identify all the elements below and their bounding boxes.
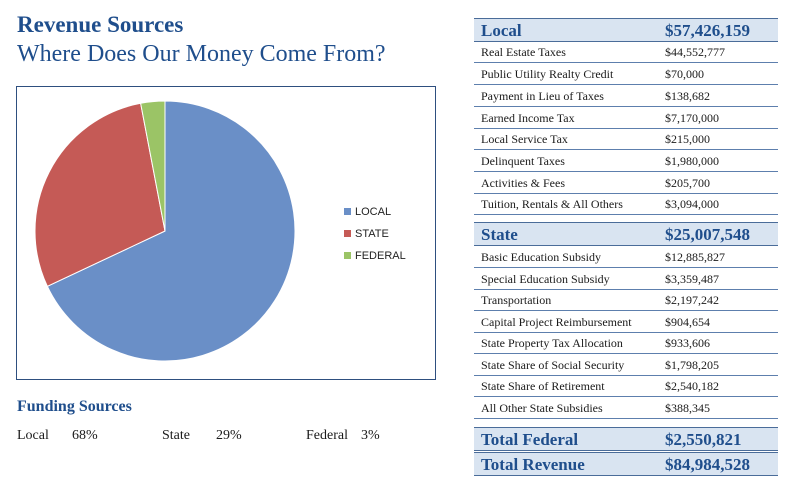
total-revenue-value: $84,984,528: [665, 455, 750, 474]
table-row: Delinquent Taxes $1,980,000: [474, 150, 778, 172]
table-row: Payment in Lieu of Taxes $138,682: [474, 85, 778, 107]
row-label: Delinquent Taxes: [481, 154, 565, 168]
table-row: Public Utility Realty Credit $70,000: [474, 63, 778, 85]
table-row: All Other State Subsidies $388,345: [474, 397, 778, 419]
row-label: State Property Tax Allocation: [481, 336, 623, 350]
row-label: Earned Income Tax: [481, 111, 575, 125]
funding-pct-local: 68%: [72, 428, 98, 443]
row-value: $44,552,777: [665, 45, 725, 59]
total-federal-header: Total Federal $2,550,821: [474, 427, 778, 451]
page-subtitle: Where Does Our Money Come From?: [17, 41, 386, 67]
row-label: Local Service Tax: [481, 132, 568, 146]
row-value: $70,000: [665, 67, 704, 81]
row-value: $1,980,000: [665, 154, 719, 168]
legend-label-state: STATE: [355, 228, 389, 240]
row-value: $2,540,182: [665, 379, 719, 393]
legend-swatch-local: [344, 208, 351, 215]
state-header: State $25,007,548: [474, 222, 778, 246]
row-label: Special Education Subsidy: [481, 272, 610, 286]
table-row: State Property Tax Allocation $933,606: [474, 332, 778, 354]
funding-sources-title: Funding Sources: [17, 398, 132, 415]
local-header: Local $57,426,159: [474, 18, 778, 42]
row-value: $12,885,827: [665, 250, 725, 264]
row-value: $2,197,242: [665, 293, 719, 307]
table-row: Local Service Tax $215,000: [474, 128, 778, 150]
table-row: State Share of Social Security $1,798,205: [474, 354, 778, 376]
legend-swatch-federal: [344, 252, 351, 259]
state-header-total: $25,007,548: [665, 225, 750, 244]
row-label: Payment in Lieu of Taxes: [481, 89, 604, 103]
row-label: All Other State Subsidies: [481, 401, 603, 415]
total-federal-value: $2,550,821: [665, 430, 742, 449]
legend-label-local: LOCAL: [355, 206, 392, 218]
table-row: State Share of Retirement $2,540,182: [474, 375, 778, 397]
local-header-label: Local: [481, 21, 522, 40]
row-label: State Share of Social Security: [481, 358, 625, 372]
pie-chart-panel: LOCAL STATE FEDERAL: [16, 86, 436, 380]
local-header-total: $57,426,159: [665, 21, 750, 40]
funding-label-state: State: [162, 428, 190, 443]
row-value: $904,654: [665, 315, 710, 329]
table-row: Capital Project Reimbursement $904,654: [474, 311, 778, 333]
row-value: $1,798,205: [665, 358, 719, 372]
row-label: Real Estate Taxes: [481, 45, 566, 59]
funding-label-federal: Federal: [306, 428, 348, 443]
legend-swatch-state: [344, 230, 351, 237]
row-value: $7,170,000: [665, 111, 719, 125]
funding-label-local: Local: [17, 428, 49, 443]
table-row: Earned Income Tax $7,170,000: [474, 107, 778, 129]
row-value: $3,359,487: [665, 272, 719, 286]
pie-chart: [34, 100, 296, 362]
total-revenue-header: Total Revenue $84,984,528: [474, 452, 778, 476]
row-label: Basic Education Subsidy: [481, 250, 601, 264]
row-label: Capital Project Reimbursement: [481, 315, 632, 329]
total-revenue-label: Total Revenue: [481, 455, 585, 474]
row-value: $3,094,000: [665, 197, 719, 211]
table-row: Real Estate Taxes $44,552,777: [474, 41, 778, 63]
row-label: State Share of Retirement: [481, 379, 605, 393]
total-federal-label: Total Federal: [481, 430, 579, 449]
table-row: Transportation $2,197,242: [474, 289, 778, 311]
page-title: Revenue Sources: [17, 12, 184, 37]
funding-pct-state: 29%: [216, 428, 242, 443]
state-header-label: State: [481, 225, 518, 244]
table-row: Tuition, Rentals & All Others $3,094,000: [474, 193, 778, 215]
row-value: $138,682: [665, 89, 710, 103]
pie-slice-state: [34, 102, 166, 288]
row-label: Tuition, Rentals & All Others: [481, 197, 623, 211]
row-label: Public Utility Realty Credit: [481, 67, 614, 81]
row-value: $388,345: [665, 401, 710, 415]
funding-pct-federal: 3%: [361, 428, 380, 443]
row-value: $215,000: [665, 132, 710, 146]
row-value: $205,700: [665, 176, 710, 190]
row-label: Activities & Fees: [481, 176, 565, 190]
row-label: Transportation: [481, 293, 552, 307]
row-value: $933,606: [665, 336, 710, 350]
pie-slice-local: [46, 100, 296, 362]
table-row: Basic Education Subsidy $12,885,827: [474, 246, 778, 268]
table-row: Activities & Fees $205,700: [474, 172, 778, 194]
pie-slice-federal: [140, 100, 166, 232]
table-row: Special Education Subsidy $3,359,487: [474, 268, 778, 290]
legend-label-federal: FEDERAL: [355, 250, 406, 262]
